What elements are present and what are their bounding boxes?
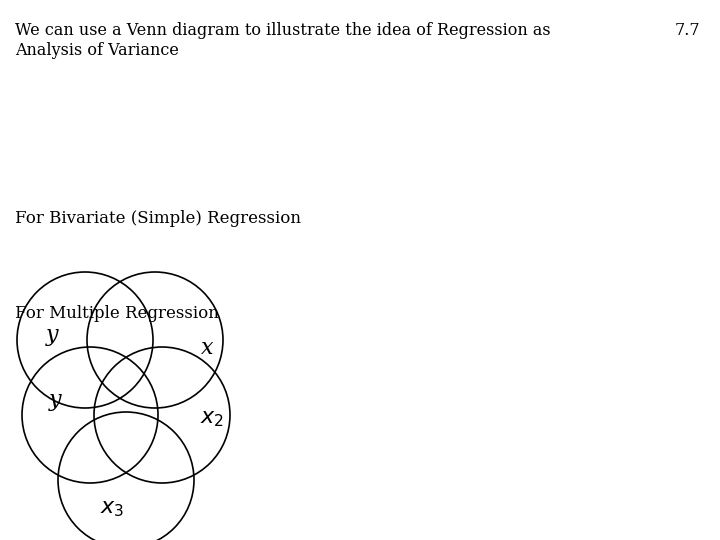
- Text: $x_3$: $x_3$: [100, 497, 124, 519]
- Text: 7.7: 7.7: [675, 22, 700, 39]
- Text: x: x: [201, 337, 213, 359]
- Text: For Multiple Regression: For Multiple Regression: [15, 305, 219, 322]
- Text: y: y: [49, 389, 61, 411]
- Text: y: y: [45, 324, 58, 346]
- Text: For Bivariate (Simple) Regression: For Bivariate (Simple) Regression: [15, 210, 301, 227]
- Text: $x_2$: $x_2$: [200, 407, 224, 429]
- Text: We can use a Venn diagram to illustrate the idea of Regression as: We can use a Venn diagram to illustrate …: [15, 22, 551, 39]
- Text: Analysis of Variance: Analysis of Variance: [15, 42, 179, 59]
